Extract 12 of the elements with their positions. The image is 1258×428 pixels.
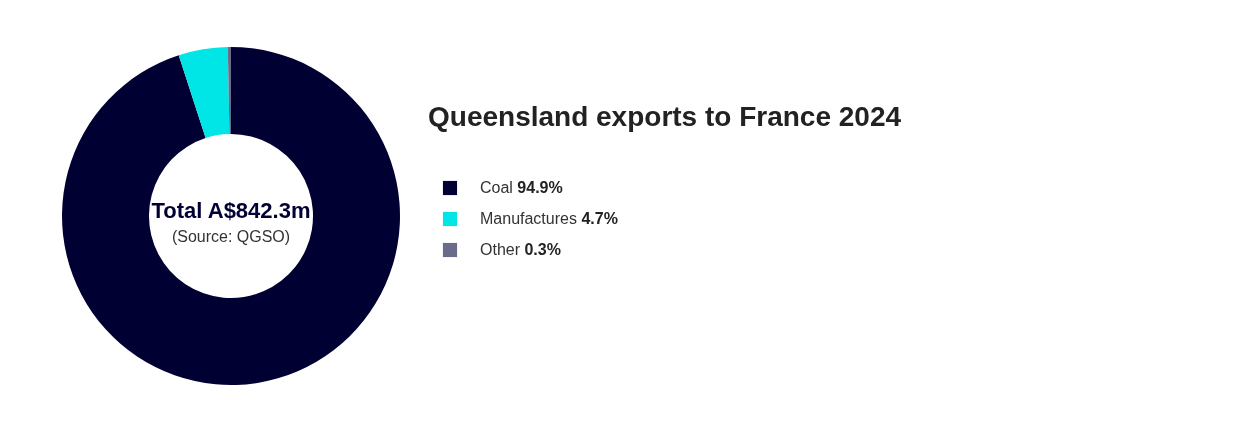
text: Queensland exports to France 2024 [428, 101, 902, 132]
text: (Source: QGSO) [171, 228, 291, 245]
legend-label: Coal [480, 179, 513, 196]
text: Total A$842.3m [151, 198, 311, 223]
donut-slice [227, 47, 231, 135]
donut-slice [62, 47, 400, 385]
data-label: 94.9% [517, 179, 563, 196]
legend-label: Manufactures [480, 210, 577, 227]
donut-slice [178, 47, 230, 139]
data-label: 0.3% [524, 241, 561, 258]
data-label: 4.7% [581, 210, 618, 227]
legend-label: Other [480, 241, 521, 258]
